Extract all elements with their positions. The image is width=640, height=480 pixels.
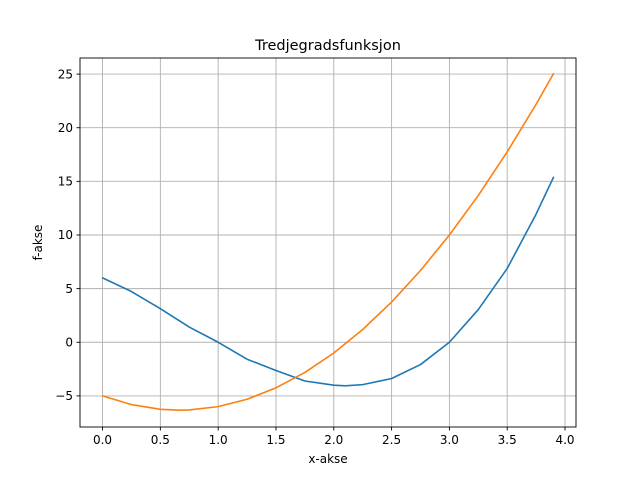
y-tick-label: 15 <box>58 175 73 189</box>
x-tick-label: 3.5 <box>498 433 517 447</box>
x-tick-label: 3.0 <box>440 433 459 447</box>
y-tick-label: 25 <box>58 67 73 81</box>
chart-title: Tredjegradsfunksjon <box>254 38 401 54</box>
grid-layer <box>80 58 576 427</box>
series-line-1 <box>101 176 555 387</box>
x-tick-label: 0.5 <box>151 433 170 447</box>
series-line-2 <box>101 72 555 411</box>
tick-layer: 0.0 0.5 1.0 1.5 2.0 2.5 3.0 3.5 4.0 −5 0 5 10 15 20 25 <box>55 67 574 447</box>
y-tick-label: 10 <box>58 228 73 242</box>
x-tick-label: 2.5 <box>382 433 401 447</box>
y-tick-label: 0 <box>65 335 73 349</box>
y-tick-label: 20 <box>58 121 73 135</box>
x-tick-label: 1.5 <box>266 433 285 447</box>
x-axis-label: x-akse <box>308 452 347 466</box>
x-tick-label: 2.0 <box>324 433 343 447</box>
y-tick-label: −5 <box>55 389 73 403</box>
x-tick-label: 1.0 <box>209 433 228 447</box>
series-layer <box>101 72 555 411</box>
y-axis-label: f-akse <box>31 225 45 261</box>
x-tick-label: 0.0 <box>93 433 112 447</box>
y-tick-label: 5 <box>65 282 73 296</box>
plot-frame <box>79 57 577 428</box>
x-tick-label: 4.0 <box>555 433 574 447</box>
